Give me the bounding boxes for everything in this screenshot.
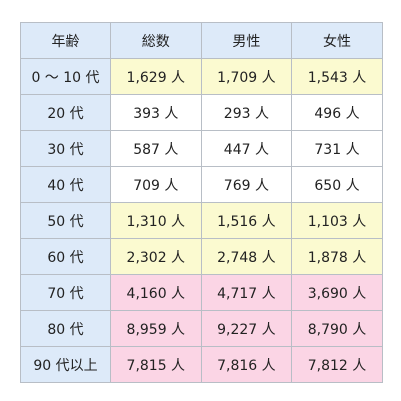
male-cell: 293 人 <box>200 94 293 131</box>
header-male: 男性 <box>200 22 293 59</box>
table-row: 20 代 393 人 293 人 496 人 <box>20 94 383 131</box>
age-cell: 30 代 <box>20 130 111 167</box>
age-cell: 0 ～ 10 代 <box>20 58 111 95</box>
total-cell: 393 人 <box>110 94 202 131</box>
female-cell: 650 人 <box>291 166 383 203</box>
age-cell: 50 代 <box>20 202 111 239</box>
total-cell: 2,302 人 <box>110 238 202 275</box>
male-cell: 2,748 人 <box>200 238 293 275</box>
female-cell: 3,690 人 <box>291 274 383 311</box>
female-cell: 1,103 人 <box>291 202 383 239</box>
total-cell: 1,310 人 <box>110 202 202 239</box>
total-cell: 4,160 人 <box>110 274 202 311</box>
male-cell: 769 人 <box>200 166 293 203</box>
table-row: 40 代 709 人 769 人 650 人 <box>20 166 383 203</box>
header-row: 年齢 総数 男性 女性 <box>20 22 383 59</box>
header-female: 女性 <box>291 22 383 59</box>
header-age: 年齢 <box>20 22 111 59</box>
total-cell: 587 人 <box>110 130 202 167</box>
female-cell: 7,812 人 <box>291 346 383 383</box>
table-header: 年齢 総数 男性 女性 <box>20 22 383 59</box>
age-cell: 40 代 <box>20 166 111 203</box>
male-cell: 7,816 人 <box>200 346 293 383</box>
table-row: 0 ～ 10 代 1,629 人 1,709 人 1,543 人 <box>20 58 383 95</box>
total-cell: 1,629 人 <box>110 58 202 95</box>
table-body: 0 ～ 10 代 1,629 人 1,709 人 1,543 人 20 代 39… <box>20 58 383 383</box>
total-cell: 709 人 <box>110 166 202 203</box>
female-cell: 1,543 人 <box>291 58 383 95</box>
table-row: 90 代以上 7,815 人 7,816 人 7,812 人 <box>20 346 383 383</box>
total-cell: 7,815 人 <box>110 346 202 383</box>
male-cell: 1,709 人 <box>200 58 293 95</box>
male-cell: 9,227 人 <box>200 310 293 347</box>
age-population-table: 年齢 総数 男性 女性 0 ～ 10 代 1,629 人 1,709 人 1,5… <box>20 22 383 383</box>
female-cell: 731 人 <box>291 130 383 167</box>
female-cell: 496 人 <box>291 94 383 131</box>
table-row: 60 代 2,302 人 2,748 人 1,878 人 <box>20 238 383 275</box>
table-row: 80 代 8,959 人 9,227 人 8,790 人 <box>20 310 383 347</box>
table-row: 70 代 4,160 人 4,717 人 3,690 人 <box>20 274 383 311</box>
age-cell: 20 代 <box>20 94 111 131</box>
male-cell: 447 人 <box>200 130 293 167</box>
table-row: 30 代 587 人 447 人 731 人 <box>20 130 383 167</box>
table-row: 50 代 1,310 人 1,516 人 1,103 人 <box>20 202 383 239</box>
female-cell: 1,878 人 <box>291 238 383 275</box>
age-cell: 60 代 <box>20 238 111 275</box>
age-cell: 80 代 <box>20 310 111 347</box>
age-cell: 90 代以上 <box>20 346 111 383</box>
header-total: 総数 <box>110 22 202 59</box>
female-cell: 8,790 人 <box>291 310 383 347</box>
age-cell: 70 代 <box>20 274 111 311</box>
male-cell: 1,516 人 <box>200 202 293 239</box>
male-cell: 4,717 人 <box>200 274 293 311</box>
total-cell: 8,959 人 <box>110 310 202 347</box>
